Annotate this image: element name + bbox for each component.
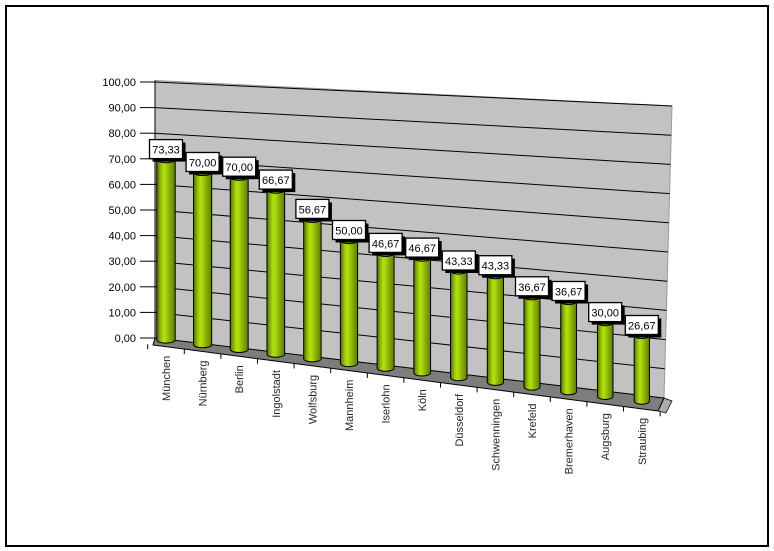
value-label-box: [222, 156, 257, 177]
gridline: [154, 81, 673, 107]
category-label: Nürnberg: [198, 360, 210, 406]
value-label-box: [368, 232, 403, 254]
value-label: 70,00: [189, 158, 217, 170]
value-label-box: [258, 169, 293, 190]
value-label: 66,67: [262, 175, 290, 187]
cylinder-bar: [303, 218, 322, 363]
value-axis-label: 100,00: [102, 77, 136, 89]
cylinder-bar: [229, 176, 249, 353]
value-label: 26,67: [628, 320, 656, 332]
value-label: 30,00: [591, 308, 619, 320]
value-label: 46,67: [408, 243, 436, 255]
value-label-box: [185, 151, 220, 173]
cylinder-bar: [413, 257, 432, 377]
value-label: 70,00: [225, 162, 253, 174]
cylinder-bar: [560, 300, 577, 396]
cylinder-bar-chart: 0,00 10,00 20,00 30,00 40,00 50,00 60,00 70,00 8…: [102, 77, 673, 474]
value-axis-label: 30,00: [108, 256, 136, 268]
value-axis-label: 10,00: [108, 307, 136, 319]
category-label: Augsburg: [600, 413, 612, 460]
value-axis-label: 90,00: [108, 103, 136, 115]
value-label: 50,00: [335, 226, 363, 238]
value-label-box: [478, 255, 513, 276]
value-axis-label: 60,00: [108, 179, 136, 191]
cylinder-bar: [596, 322, 614, 400]
category-label: Köln: [417, 389, 429, 411]
value-label-box: [405, 237, 440, 258]
cylinder-bar: [156, 159, 176, 344]
category-label: Düsseldorf: [454, 393, 466, 447]
category-label: Mannheim: [344, 380, 356, 431]
value-label: 56,67: [299, 204, 327, 216]
category-label: Iserlohn: [381, 384, 393, 423]
category-label: Bremerhaven: [564, 408, 576, 474]
category-label: Wolfsburg: [307, 375, 319, 424]
value-label: 36,67: [555, 286, 583, 298]
cylinder-bar: [633, 334, 650, 405]
value-axis-label: 40,00: [108, 231, 136, 243]
value-label: 43,33: [445, 256, 473, 268]
value-label-box: [588, 301, 623, 323]
category-label: Schwenningen: [490, 399, 502, 471]
value-axis-label: 20,00: [108, 282, 136, 294]
cylinder-bar: [193, 172, 213, 349]
category-label: Berlin: [234, 365, 246, 393]
cylinder-bar: [450, 270, 468, 382]
category-label: Straubing: [637, 418, 649, 465]
cylinder-bar: [523, 296, 541, 391]
value-axis-label: 50,00: [108, 205, 136, 217]
value-label-box: [441, 250, 476, 271]
category-label: Krefeld: [527, 404, 539, 439]
cylinder-bar: [376, 252, 395, 372]
cylinder-bar: [339, 240, 359, 368]
value-label-box: [295, 198, 330, 220]
value-axis-label: 70,00: [108, 154, 136, 166]
page-border-frame: 0,00 10,00 20,00 30,00 40,00 50,00 60,00 70,00 8…: [5, 5, 769, 547]
value-label: 36,67: [518, 282, 546, 294]
value-axis-label: 80,00: [108, 128, 136, 140]
value-label-box: [148, 138, 184, 160]
cylinder-bar: [486, 275, 505, 386]
value-label: 43,33: [482, 261, 510, 273]
value-label-box: [331, 219, 367, 241]
category-label: Ingolstadt: [271, 370, 283, 418]
cylinder-bar: [266, 189, 286, 358]
value-label-box: [551, 280, 586, 302]
value-axis-label: 0,00: [115, 333, 136, 345]
category-label: München: [161, 356, 173, 401]
value-label: 46,67: [372, 238, 400, 250]
value-label-box: [624, 314, 659, 336]
value-label: 73,33: [152, 145, 180, 157]
value-label-box: [514, 276, 550, 297]
gridline: [154, 132, 671, 165]
gridline: [154, 107, 672, 136]
